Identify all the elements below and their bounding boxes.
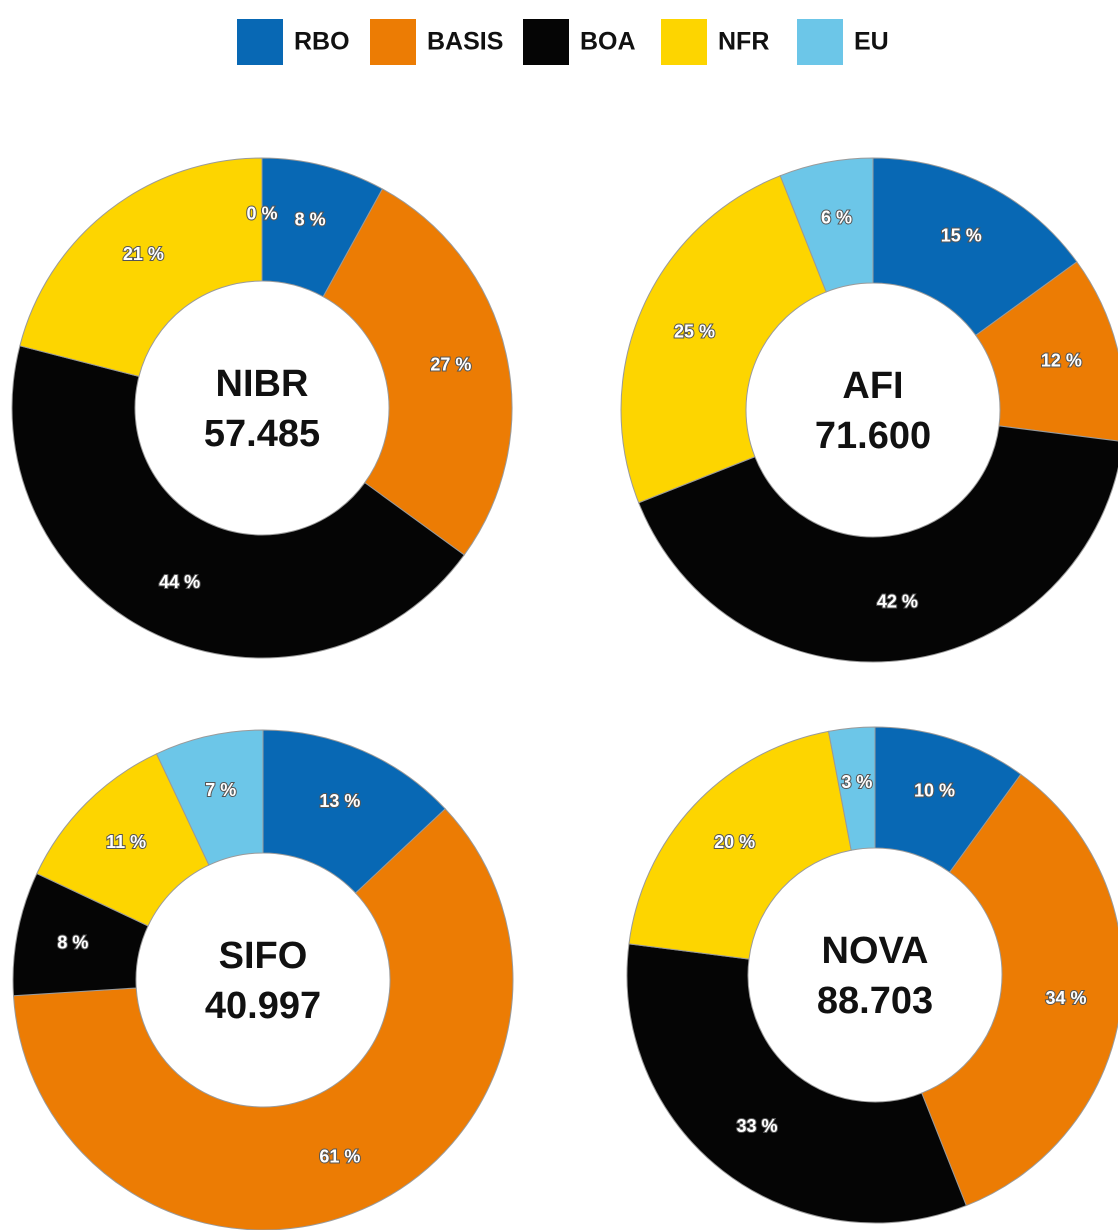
- legend-label: EU: [854, 28, 889, 56]
- center-total: 88.703: [817, 980, 933, 1022]
- legend-swatch: [797, 19, 843, 65]
- value-label: 34 %: [1045, 988, 1086, 1008]
- value-label: 25 %: [674, 322, 715, 342]
- donut-slice: [322, 188, 513, 556]
- center-total: 40.997: [205, 985, 321, 1027]
- center-total: 71.600: [815, 415, 931, 457]
- donut-slice: [620, 175, 827, 504]
- value-label: 20 %: [714, 832, 755, 852]
- value-label: 42 %: [877, 592, 918, 612]
- donut: 8 % 27 % 44 % 21 % 0 % NIBR 57.485: [11, 157, 513, 659]
- center-total: 57.485: [204, 413, 320, 455]
- value-label: 13 %: [319, 791, 360, 811]
- donut: 15 % 12 % 42 % 25 % 6 % AFI 71.600: [620, 157, 1118, 663]
- center-title: AFI: [842, 365, 903, 407]
- donut-slice: [827, 726, 876, 851]
- donut: 10 % 34 % 33 % 20 % 3 % NOVA 88.703: [626, 726, 1118, 1224]
- donut-slice: [626, 943, 967, 1224]
- center-title: SIFO: [219, 935, 308, 977]
- donut-slice: [628, 730, 852, 960]
- legend-label: BASIS: [427, 28, 503, 56]
- donut: 13 % 61 % 8 % 11 % 7 % SIFO 40.997: [12, 729, 514, 1230]
- value-label: 61 %: [319, 1146, 360, 1166]
- value-label: 10 %: [914, 781, 955, 801]
- value-label: 8 %: [295, 209, 326, 229]
- donut-slice: [779, 157, 874, 293]
- center-title: NIBR: [216, 363, 309, 405]
- donut-slice: [872, 157, 1078, 337]
- legend-label: NFR: [718, 28, 769, 56]
- donut-slice: [11, 345, 465, 659]
- donut-slice: [19, 157, 263, 378]
- center-title: NOVA: [822, 930, 929, 972]
- value-label: 6 %: [821, 208, 852, 228]
- value-label: 12 %: [1041, 350, 1082, 370]
- legend-label: BOA: [580, 28, 636, 56]
- value-label: 11 %: [106, 832, 146, 852]
- value-label: 15 %: [941, 225, 982, 245]
- donut-slice: [155, 729, 264, 866]
- donut-slice: [921, 773, 1118, 1207]
- value-label: 8 %: [57, 932, 88, 952]
- donut-slice: [12, 808, 514, 1230]
- value-label: 33 %: [736, 1116, 777, 1136]
- legend-label: RBO: [294, 28, 350, 56]
- value-label: 3 %: [841, 772, 872, 792]
- value-label: 44 %: [159, 572, 200, 592]
- donut-slice: [638, 425, 1118, 663]
- donut-slice: [975, 261, 1118, 442]
- legend-swatch: [237, 19, 283, 65]
- value-label: 7 %: [205, 780, 236, 800]
- legend-swatch: [370, 19, 416, 65]
- legend-swatch: [523, 19, 569, 65]
- value-label: 21 %: [123, 244, 164, 264]
- value-label: 27 %: [430, 355, 471, 375]
- value-label: 0 %: [246, 203, 277, 223]
- legend-swatch: [661, 19, 707, 65]
